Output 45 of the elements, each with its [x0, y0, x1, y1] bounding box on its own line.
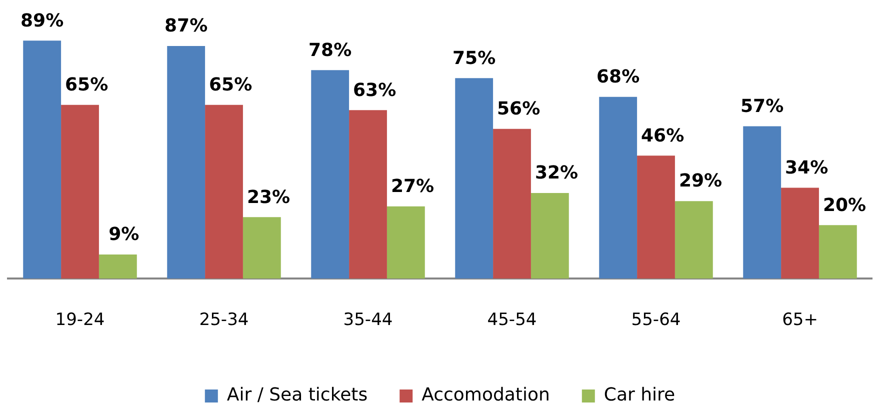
- bar: [530, 193, 569, 279]
- data-label: 75%: [452, 48, 496, 69]
- data-label: 78%: [308, 40, 352, 61]
- data-label: 32%: [534, 162, 578, 184]
- data-label: 23%: [246, 186, 290, 208]
- bar: [23, 40, 62, 279]
- legend-label: Accomodation: [422, 384, 550, 404]
- bar: [743, 126, 782, 279]
- bar: [386, 206, 425, 279]
- bar: [242, 217, 281, 279]
- x-tick-label: 25-34: [199, 310, 249, 330]
- data-label: 29%: [678, 170, 722, 192]
- x-tick-label: 35-44: [343, 310, 393, 330]
- bar: [349, 110, 387, 279]
- bar: [674, 201, 713, 279]
- bar: [818, 225, 857, 279]
- bar: [637, 156, 675, 279]
- data-label: 63%: [353, 80, 396, 101]
- bar: [205, 104, 243, 279]
- bar: [781, 188, 819, 279]
- data-label: 57%: [740, 96, 784, 117]
- data-label: 65%: [209, 74, 252, 96]
- data-label: 68%: [596, 66, 640, 88]
- bar: [455, 78, 494, 279]
- data-label: 87%: [164, 16, 208, 37]
- bar: [167, 46, 206, 279]
- x-tick-label: 45-54: [487, 310, 537, 330]
- x-tick-label: 19-24: [55, 310, 105, 330]
- data-label: 20%: [822, 194, 866, 216]
- data-label: 9%: [108, 224, 140, 246]
- bar: [311, 70, 350, 279]
- data-label: 46%: [641, 125, 684, 146]
- x-tick-label: 55-64: [631, 310, 681, 330]
- data-label: 27%: [390, 176, 434, 198]
- bar: [599, 96, 638, 279]
- legend-label: Air / Sea tickets: [226, 384, 368, 404]
- legend-label: Car hire: [604, 384, 676, 404]
- data-label: 89%: [20, 10, 64, 32]
- data-label: 56%: [497, 98, 540, 120]
- bar: [493, 128, 531, 279]
- data-label: 65%: [65, 74, 108, 96]
- x-tick-label: 65+: [782, 310, 818, 330]
- bar: [98, 254, 137, 279]
- data-label: 34%: [785, 157, 828, 178]
- bar: [61, 104, 99, 279]
